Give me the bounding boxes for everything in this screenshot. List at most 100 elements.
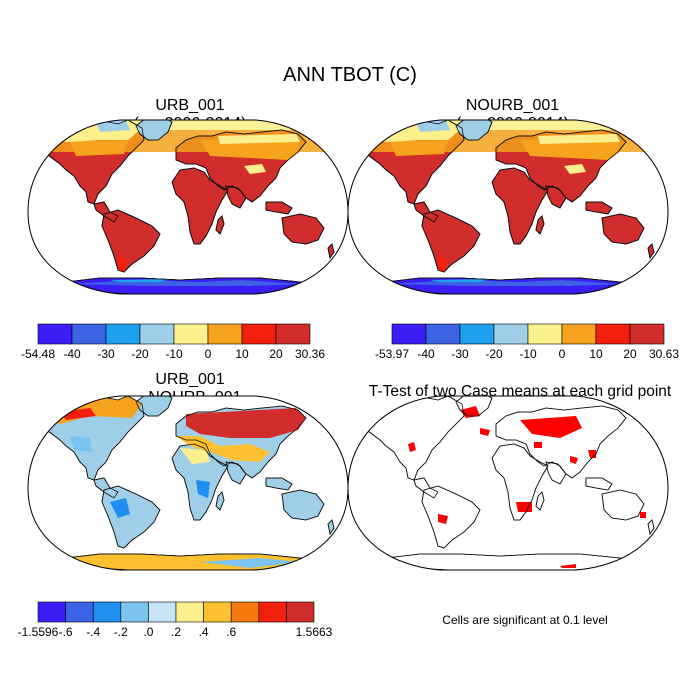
- colorbar-box: [493, 323, 529, 345]
- us-west: [70, 436, 92, 452]
- panel-title-line1: URB_001: [155, 97, 225, 114]
- band-high-lat: [348, 120, 668, 130]
- colorbar-tick-label: 10: [589, 347, 603, 361]
- land-layer: [28, 120, 348, 294]
- colorbar-box: [629, 323, 665, 345]
- significance-note: Cells are significant at 0.1 level: [442, 613, 608, 627]
- colorbar-tick-label: -30: [97, 347, 115, 361]
- colorbar-tick-label: -.2: [114, 625, 128, 639]
- central-africa: [196, 480, 210, 498]
- eurasia-warm: [186, 408, 306, 438]
- colorbar-box: [120, 601, 149, 623]
- colorbar-box: [561, 323, 597, 345]
- colorbar-tick-label: -53.97: [375, 347, 409, 361]
- colorbar-box: [148, 601, 177, 623]
- significant-cells: [438, 514, 448, 524]
- map-panel-2: [347, 119, 669, 295]
- colorbar-tick-label: .2: [171, 625, 181, 639]
- land-layer: [37, 396, 335, 570]
- colorbar-box: [595, 323, 631, 345]
- map-panel-1: [27, 119, 349, 295]
- colorbar-tick-label: -10: [165, 347, 183, 361]
- land-layer: [348, 120, 668, 294]
- colorbar-tick-label: 30.63: [649, 347, 679, 361]
- colorbar-box: [241, 323, 277, 345]
- significant-cells: [408, 442, 416, 452]
- colorbar-tick-label: -54.48: [21, 347, 55, 361]
- significant-cells: [640, 512, 646, 518]
- significant-cells: [560, 564, 576, 568]
- significant-cells: [460, 406, 480, 418]
- figure-title: ANN TBOT (C): [283, 64, 417, 86]
- patagonia: [438, 256, 448, 272]
- colorbar-box: [203, 601, 232, 623]
- panel-title-line1: URB_001: [155, 371, 225, 388]
- colorbar-tick-label: .4: [199, 625, 209, 639]
- colorbar-box: [258, 601, 287, 623]
- colorbar-box: [37, 323, 73, 345]
- panel-title-line1: NOURB_001: [465, 97, 560, 114]
- significant-cells: [480, 428, 490, 436]
- colorbar-box: [275, 323, 311, 345]
- colorbar-box: [173, 323, 209, 345]
- arctic-asia: [218, 134, 300, 144]
- colorbar-box: [459, 323, 495, 345]
- sahara: [180, 448, 210, 464]
- antarctica-east: [200, 558, 300, 568]
- significant-cells: [620, 560, 638, 568]
- map-border: [347, 119, 669, 295]
- colorbar-tick-label: 0: [205, 347, 212, 361]
- arctic-asia: [538, 134, 620, 144]
- us-north: [390, 140, 448, 156]
- significant-cells: [516, 502, 532, 512]
- arctic-canada: [96, 120, 130, 132]
- map-panel-4: [347, 395, 669, 571]
- colorbar-box: [37, 601, 66, 623]
- tibet: [564, 164, 586, 174]
- colorbar-box: [425, 323, 461, 345]
- colorbar-tick-label: 0: [559, 347, 566, 361]
- significant-cells: [520, 416, 582, 438]
- colorbar-box: [139, 323, 175, 345]
- colorbar-box: [527, 323, 563, 345]
- colorbar-box: [71, 323, 107, 345]
- colorbar-tick-label: .6: [226, 625, 236, 639]
- colorbar-box: [65, 601, 94, 623]
- significant-cells: [570, 456, 578, 464]
- tibet: [244, 164, 266, 174]
- amazon: [110, 498, 130, 518]
- colorbar-tick-label: -.4: [86, 625, 100, 639]
- colorbar-1: -54.48 -40 -30 -20 -10 0 10 20 30.36: [21, 323, 325, 361]
- colorbar-tick-label: 20: [623, 347, 637, 361]
- colorbar-tick-label: 30.36: [295, 347, 325, 361]
- midlat-warm: [176, 436, 270, 462]
- colorbar-2: -53.97 -40 -30 -20 -10 0 10 20 30.63: [375, 323, 679, 361]
- arctic-canada: [416, 120, 450, 132]
- significant-cells: [534, 442, 542, 448]
- colorbar-tick-label: -20: [131, 347, 149, 361]
- colorbar-tick-label: 10: [235, 347, 249, 361]
- band-high-lat: [28, 120, 348, 130]
- colorbar-tick-label: -40: [63, 347, 81, 361]
- colorbar-tick-label: -40: [417, 347, 435, 361]
- colorbar-tick-label: -30: [451, 347, 469, 361]
- colorbar-tick-label: -20: [485, 347, 503, 361]
- colorbar-box: [391, 323, 427, 345]
- colorbar-box: [92, 601, 122, 623]
- colorbar-tick-label: -.6: [59, 625, 73, 639]
- colorbar-tick-label: .0: [143, 625, 153, 639]
- colorbar-tick-label: 1.5663: [296, 625, 333, 639]
- map-border: [347, 395, 669, 571]
- map-panel-3: [27, 395, 349, 571]
- patagonia: [118, 256, 128, 272]
- us-north: [70, 140, 128, 156]
- colorbar-tick-label: -10: [519, 347, 537, 361]
- colorbar-box: [286, 601, 315, 623]
- colorbar-box: [230, 601, 260, 623]
- colorbar-3: -1.5596 -.6 -.4 -.2 .0 .2 .4 .6 1.5663: [18, 601, 333, 639]
- colorbar-tick-label: 20: [269, 347, 283, 361]
- antarctic-peninsula: [430, 279, 490, 282]
- land-layer: [357, 396, 655, 570]
- colorbar-box: [175, 601, 204, 623]
